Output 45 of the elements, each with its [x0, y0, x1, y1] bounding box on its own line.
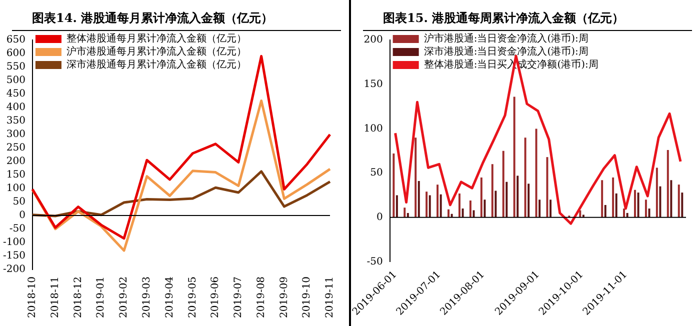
x-tick-label: 2019-02	[118, 276, 130, 318]
y-tick-label: 150	[364, 78, 383, 90]
legend-label: 沪市港股通每月累计净流入金额（亿元）	[66, 46, 246, 58]
y-tick-label: 650	[6, 34, 26, 46]
y-tick-label: 0	[376, 212, 383, 223]
legend-label: 沪市港股通:当日资金净流入(港币):周	[424, 32, 588, 45]
y-tick-label: 200	[6, 156, 26, 168]
y-tick-label: 150	[6, 170, 26, 181]
y-tick-label: -50	[366, 256, 383, 268]
y-tick-label: 200	[364, 34, 383, 46]
y-tick-label: 100	[6, 183, 26, 194]
chart-title: 图表14. 港股通每月累计净流入金额（亿元）	[12, 0, 341, 31]
x-tick-label: 2019-06	[210, 276, 222, 318]
legend-label: 深市港股通:当日资金净流入(港币):周	[424, 46, 588, 58]
y-tick-label: -100	[2, 237, 26, 248]
y-tick-label: 300	[6, 129, 26, 140]
y-tick-label: -200	[2, 264, 26, 276]
y-tick-label: 50	[12, 196, 26, 208]
y-tick-label: -150	[2, 250, 26, 262]
y-tick-label: 50	[370, 168, 383, 179]
x-tick-label: 2019-03	[141, 276, 152, 318]
x-tick-label: 2019-05	[187, 276, 198, 318]
x-tick-label: 2018-10	[27, 276, 38, 318]
x-tick-label: 2018-12	[72, 276, 84, 318]
legend-label: 整体港股通每月累计净流入金额（亿元）	[66, 32, 246, 45]
y-tick-label: 400	[6, 102, 26, 114]
y-tick-label: 100	[364, 123, 383, 134]
x-tick-label: 2019-11	[324, 276, 336, 318]
legend-label: 深市港股通每月累计净流入金额（亿元）	[66, 58, 246, 71]
y-tick-label: 550	[6, 62, 26, 73]
chart-title: 图表15. 港股通每周累计净流入金额（亿元）	[363, 0, 692, 31]
x-tick-label: 2019-08	[256, 276, 267, 318]
y-tick-label: 0	[19, 210, 26, 222]
y-tick-label: 250	[6, 142, 26, 154]
x-tick-label: 2019-10	[302, 276, 313, 318]
y-tick-label: 500	[6, 75, 26, 86]
x-tick-label: 2019-07	[233, 276, 244, 318]
x-tick-label: 2019-01	[96, 276, 107, 318]
y-tick-label: 600	[6, 48, 26, 60]
y-tick-label: 450	[6, 88, 26, 100]
x-tick-label: 2019-04	[164, 276, 176, 318]
y-tick-label: -50	[9, 224, 26, 235]
x-tick-label: 2019-09	[278, 276, 290, 318]
x-tick-label: 2018-11	[50, 276, 61, 318]
y-tick-label: 350	[6, 116, 26, 127]
